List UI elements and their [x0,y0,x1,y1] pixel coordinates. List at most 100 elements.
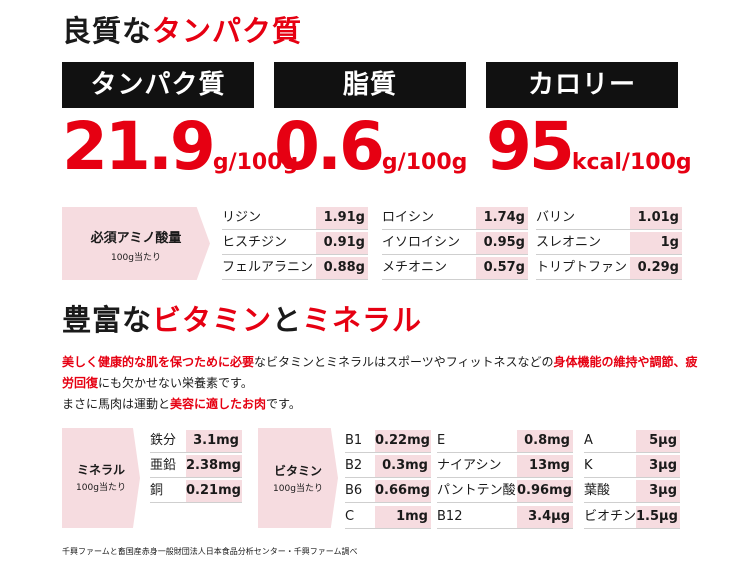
vitamin-value: 3μg [636,455,680,477]
nutrient-fat-label: 脂質 [274,62,466,108]
vitamin-value: 3.4μg [517,506,573,528]
amino-value: 0.95g [476,232,528,254]
nutrient-protein-label: タンパク質 [62,62,254,108]
vitamin-row: A 5μg [584,430,680,453]
amino-value: 1.74g [476,207,528,229]
vitamin-heading-prefix: 豊富な [62,303,153,337]
mineral-label-title: ミネラル [76,463,125,477]
vitamin-label: ビタミン 100g当たり [258,428,338,528]
nutrient-protein-number: 21.9 [62,108,216,185]
amino-acid-table: 必須アミノ酸量 100g当たり リジン 1.91g ヒスチジン 0.91g フェ… [62,207,686,280]
vitamin-name: A [584,433,593,448]
vitamin-value: 0.3mg [375,455,431,477]
amino-name: ロイシン [382,210,435,225]
amino-row: スレオニン 1g [536,232,682,255]
description-highlight: 身体機能の維持や調節、疲労回復 [62,355,698,390]
vitamin-row: B12 3.4μg [437,506,573,529]
vitamin-heading-vitamin: ビタミン [152,303,273,337]
vitamin-value: 3μg [636,480,680,502]
vitamin-name: B6 [345,483,363,498]
vitamin-value: 5μg [636,430,680,452]
mineral-name: 亜鉛 [150,458,177,473]
vitamin-row: E 0.8mg [437,430,573,453]
amino-row: ロイシン 1.74g [382,207,528,230]
vitamin-value: 1mg [375,506,431,528]
nutrient-protein-value: 21.9g/100g [62,114,298,180]
amino-name: トリプトファン [536,260,628,275]
amino-acid-label-sub: 100g当たり [111,253,161,263]
amino-row: バリン 1.01g [536,207,682,230]
amino-acid-label: 必須アミノ酸量 100g当たり [62,207,210,280]
protein-heading: 良質なタンパク質 [62,8,302,50]
amino-value: 0.91g [316,232,368,254]
amino-value: 1.91g [316,207,368,229]
amino-row: トリプトファン 0.29g [536,257,682,280]
description-text: まさに馬肉は運動と [62,397,171,411]
protein-heading-prefix: 良質な [62,14,153,48]
amino-value: 0.88g [316,257,368,279]
amino-value: 0.57g [476,257,528,279]
vitamin-value: 1.5μg [636,506,680,528]
amino-acid-label-title: 必須アミノ酸量 [90,231,182,246]
vitamin-row: ビオチン 1.5μg [584,506,680,529]
vitamin-row: C 1mg [345,506,431,529]
vitamin-name: B12 [437,509,463,524]
mineral-value: 2.38mg [186,455,242,477]
amino-row: リジン 1.91g [222,207,368,230]
vitamin-heading-and: と [272,303,303,337]
vitamin-value: 13mg [517,455,573,477]
vitamin-value: 0.66mg [375,480,431,502]
mineral-value: 0.21mg [186,480,242,502]
vitamin-name: K [584,458,593,473]
vitamin-name: ビオチン [584,509,637,524]
description-text: です。 [266,397,301,411]
amino-row: フェルアラニン 0.88g [222,257,368,280]
nutrient-fat: 脂質 0.6g/100g [274,62,467,180]
vitamin-name: B1 [345,433,363,448]
amino-name: ヒスチジン [222,235,288,250]
mineral-name: 鉄分 [150,433,177,448]
mineral-name: 銅 [150,483,164,498]
vitamin-row: B2 0.3mg [345,455,431,478]
amino-row: ヒスチジン 0.91g [222,232,368,255]
description-paragraph: 美しく健康的な肌を保つために必要なビタミンとミネラルはスポーツやフィットネスなど… [62,352,702,415]
amino-row: メチオニン 0.57g [382,257,528,280]
protein-heading-highlight: タンパク質 [152,14,303,48]
mineral-label-sub: 100g当たり [76,483,126,493]
amino-name: リジン [222,210,262,225]
vitamin-name: E [437,433,446,448]
amino-value: 1g [630,232,682,254]
amino-name: メチオニン [382,260,448,275]
mineral-row: 鉄分 3.1mg [150,430,242,453]
vitamin-name: B2 [345,458,363,473]
vitamin-row: K 3μg [584,455,680,478]
amino-name: バリン [536,210,576,225]
vitamin-row: 葉酸 3μg [584,480,680,503]
vitamin-mineral-heading: 豊富なビタミンとミネラル [62,297,422,339]
amino-value: 0.29g [630,257,682,279]
amino-name: フェルアラニン [222,260,314,275]
description-highlight: 美しく健康的な肌を保つために必要 [62,355,255,369]
mineral-value: 3.1mg [186,430,242,452]
vitamin-label-title: ビタミン [273,464,322,478]
vitamin-value: 0.96mg [517,480,573,502]
nutrient-calorie-number: 95 [486,108,575,185]
vitamin-label-sub: 100g当たり [273,484,323,494]
nutrient-calorie-value: 95kcal/100g [486,114,692,180]
vitamin-row: ナイアシン 13mg [437,455,573,478]
description-text: なビタミンとミネラルはスポーツやフィットネスなどの [254,355,554,369]
vitamin-value: 0.8mg [517,430,573,452]
vitamin-value: 0.22mg [375,430,431,452]
vitamin-name: 葉酸 [584,483,611,498]
nutrient-protein: タンパク質 21.9g/100g [62,62,298,180]
vitamin-row: B6 0.66mg [345,480,431,503]
mineral-row: 銅 0.21mg [150,480,242,503]
nutrient-protein-unit: g/100g [212,150,299,175]
amino-row: イソロイシン 0.95g [382,232,528,255]
nutrient-calorie-label: カロリー [486,62,678,108]
vitamin-heading-mineral: ミネラル [302,303,423,337]
nutrient-calorie-unit: kcal/100g [571,150,692,175]
nutrient-fat-number: 0.6 [274,108,385,185]
vitamin-row: B1 0.22mg [345,430,431,453]
mineral-row: 亜鉛 2.38mg [150,455,242,478]
